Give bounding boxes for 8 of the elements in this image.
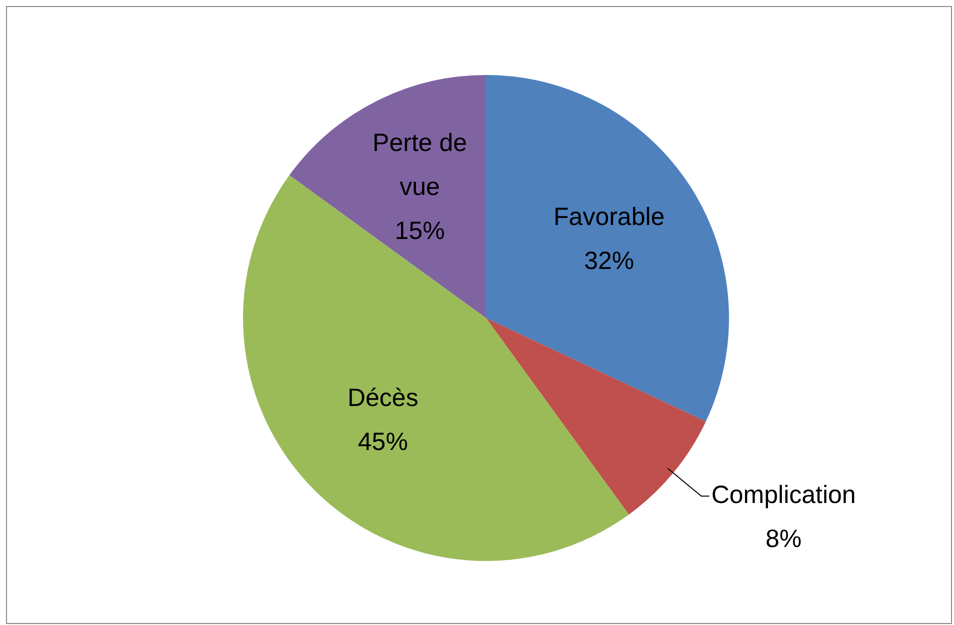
slice-label: Favorable <box>554 202 665 231</box>
slice-label: Décès <box>347 384 418 412</box>
data-label: 15% <box>394 216 445 245</box>
data-label: 8% <box>766 525 802 554</box>
data-label: 45% <box>358 428 408 456</box>
data-label: 32% <box>584 246 634 275</box>
slice-label: Complication <box>711 481 856 510</box>
slice-label: Perte de vue <box>372 128 468 201</box>
